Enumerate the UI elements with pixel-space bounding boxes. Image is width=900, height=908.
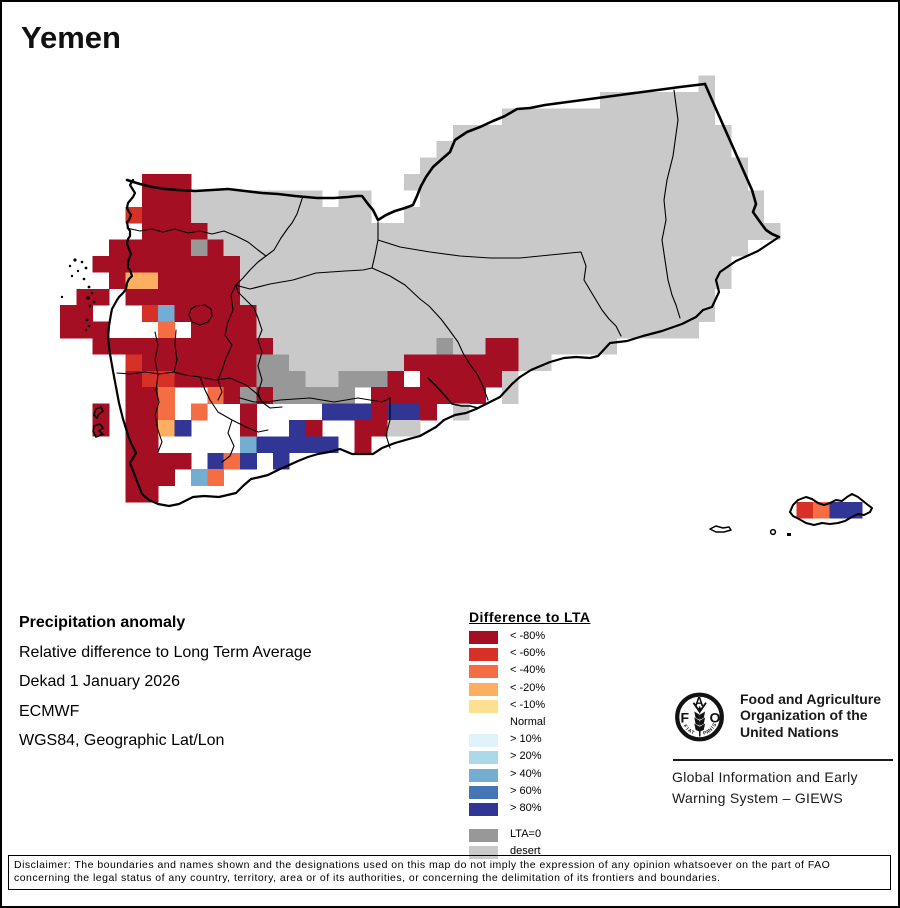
svg-text:A: A: [695, 695, 704, 709]
svg-text:N: N: [707, 727, 714, 734]
svg-text:P: P: [702, 730, 708, 737]
svg-text:A: A: [705, 728, 711, 735]
svg-text:I: I: [710, 725, 716, 730]
svg-text:I: I: [684, 726, 690, 732]
svg-text:T: T: [690, 729, 695, 736]
svg-text:A: A: [686, 728, 693, 735]
svg-text:O: O: [710, 710, 721, 726]
svg-text:S: S: [711, 722, 718, 728]
svg-text:F: F: [681, 710, 690, 726]
svg-text:F: F: [682, 724, 689, 730]
